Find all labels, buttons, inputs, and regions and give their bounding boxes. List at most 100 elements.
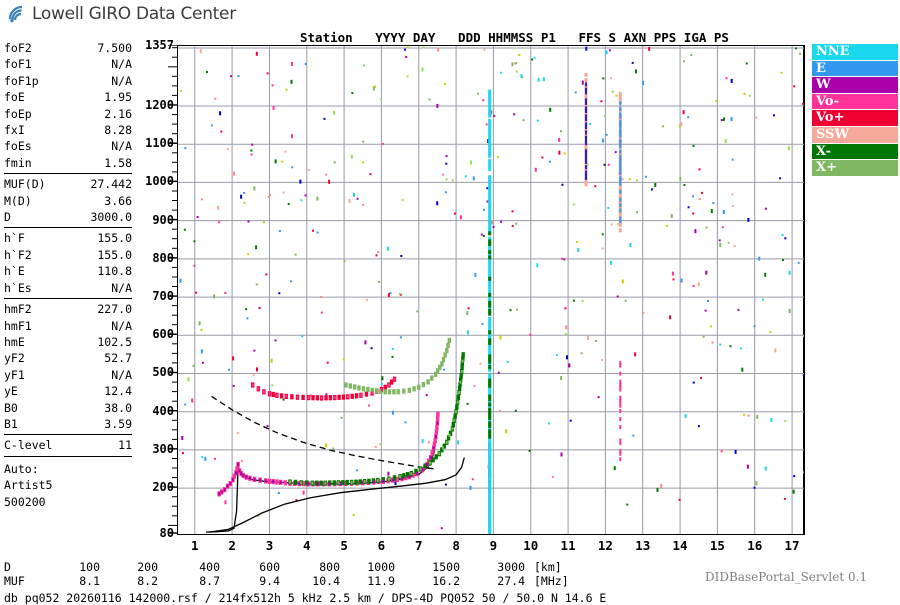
y-axis-ticks — [168, 44, 177, 536]
y-axis-tick-label: 1100 — [145, 136, 174, 151]
param-key: fmin — [4, 155, 32, 170]
param-key: h`F — [4, 231, 25, 246]
footer-scale-value: 27.4 — [497, 574, 525, 588]
y-axis-tick-label: 500 — [152, 365, 174, 380]
y-axis-labels: 1357 1200 1100 1000 900 800 700 600 500 400 300 200… — [130, 38, 174, 540]
legend-item-x[interactable]: X- — [812, 143, 898, 161]
param-row: h`E 110.8 — [4, 263, 132, 279]
param-row: fmin 1.58 — [4, 155, 132, 171]
x-axis-tick-label: 2 — [228, 538, 236, 553]
autoscaler-label: Auto: — [4, 461, 39, 476]
legend-item-x[interactable]: X+ — [812, 160, 898, 177]
footer-scale-value: 11.9 — [367, 574, 395, 588]
param-row: hmF2 227.0 — [4, 301, 132, 317]
x-axis-tick-label: 11 — [560, 538, 576, 553]
param-value: 8.28 — [104, 123, 132, 138]
x-axis-tick-label: 7 — [415, 538, 423, 553]
y-axis-tick-label: 1200 — [145, 97, 174, 112]
param-key: yF2 — [4, 351, 25, 366]
param-value: 2.16 — [104, 106, 132, 121]
legend-item-w[interactable]: W — [812, 77, 898, 94]
param-key: yF1 — [4, 367, 25, 382]
param-value: N/A — [111, 139, 132, 154]
station-header-columns: Station YYYY DAY DDD HHMMSS P1 FFS S AXN… — [300, 30, 729, 45]
param-key: h`Es — [4, 280, 32, 295]
legend-item-label: W — [816, 77, 831, 93]
param-row: foE 1.95 — [4, 89, 132, 105]
footer-scale-unit: [MHz] — [534, 574, 569, 588]
param-row: D 3000.0 — [4, 209, 132, 225]
footer-scale-row: D 100 200 400 600 800 1000 1500 3000 [km] — [4, 560, 606, 574]
param-row: B1 3.59 — [4, 416, 132, 432]
x-axis-tick-label: 6 — [377, 538, 386, 553]
param-value: 155.0 — [97, 247, 132, 262]
legend-item-vo[interactable]: Vo- — [812, 93, 898, 111]
x-axis-tick-label: 9 — [489, 538, 498, 553]
param-value: 1.58 — [104, 155, 132, 170]
param-key: D — [4, 210, 11, 225]
footer-scale-value: 16.2 — [432, 574, 460, 588]
legend-item-label: NNE — [816, 44, 850, 59]
param-key: foE — [4, 90, 25, 105]
x-axis-tick-label: 15 — [709, 538, 725, 553]
legend-item-label: E — [816, 60, 826, 76]
legend-item-label: X- — [816, 143, 832, 159]
footer-scale-label: D — [4, 560, 11, 574]
param-row: h`F 155.0 — [4, 230, 132, 246]
y-axis-tick-label: 400 — [152, 403, 174, 418]
param-row: C-level 11 — [4, 437, 132, 453]
footer-scale-value: 3000 — [497, 560, 525, 574]
param-value: 3.66 — [104, 193, 132, 208]
footer-scale-value: 8.7 — [199, 574, 220, 588]
footer-scale-value: 800 — [319, 560, 340, 574]
param-divider — [4, 227, 132, 229]
x-axis-tick-label: 14 — [672, 538, 688, 553]
legend-item-e[interactable]: E — [812, 60, 898, 78]
param-value: 52.7 — [104, 351, 132, 366]
y-axis-tick-label: 800 — [152, 250, 174, 265]
param-value: 27.442 — [90, 177, 132, 192]
ionogram-canvas — [178, 46, 804, 534]
param-row: foF1 N/A — [4, 56, 132, 72]
param-row: h`F2 155.0 — [4, 247, 132, 263]
param-divider — [4, 434, 132, 436]
footer-scale-value: 10.4 — [312, 574, 340, 588]
param-key: yE — [4, 384, 18, 399]
y-axis-tick-label: 600 — [152, 327, 174, 342]
footer-scale-value: 9.4 — [259, 574, 280, 588]
legend-item-vo[interactable]: Vo+ — [812, 110, 898, 127]
ionogram-plot[interactable] — [177, 45, 805, 535]
param-row: fxI 8.28 — [4, 122, 132, 138]
legend-item-label: X+ — [816, 160, 837, 176]
param-row: h`Es N/A — [4, 280, 132, 296]
param-value: N/A — [111, 57, 132, 72]
param-key: h`F2 — [4, 247, 32, 262]
footer-scales: D 100 200 400 600 800 1000 1500 3000 [km] MUF 8.1 8.… — [4, 560, 606, 605]
footer-scale-label: MUF — [4, 574, 25, 588]
x-axis-tick-label: 17 — [784, 538, 800, 553]
autoscaler-name: Artist5 — [4, 478, 53, 493]
param-value: 38.0 — [104, 400, 132, 415]
giro-logo: Lowell GIRO Data Center — [8, 4, 236, 24]
param-row: foEs N/A — [4, 138, 132, 154]
param-value: 3000.0 — [90, 210, 132, 225]
legend-item-label: Vo+ — [816, 110, 845, 126]
param-value: 11 — [118, 438, 132, 453]
param-key: foF1p — [4, 73, 39, 88]
x-axis-tick-label: 16 — [747, 538, 763, 553]
legend-item-ssw[interactable]: SSW — [812, 126, 898, 144]
ionogram-parameters-panel: foF2 7.500 foF1 N/A foF1p N/A foE 1.95 foEp 2.16 f… — [4, 40, 132, 510]
param-value: 155.0 — [97, 231, 132, 246]
param-key: foEp — [4, 106, 32, 121]
param-divider — [4, 455, 132, 457]
legend-item-nne[interactable]: NNE — [812, 44, 898, 61]
param-value: N/A — [111, 280, 132, 295]
param-row: MUF(D) 27.442 — [4, 176, 132, 192]
param-value: N/A — [111, 73, 132, 88]
file-info-line: db pq052 20260116 142000.rsf / 214fx512h… — [4, 591, 607, 605]
footer-scale-value: 1000 — [367, 560, 395, 574]
footer-scale-value: 8.2 — [137, 574, 158, 588]
y-axis-tick-label: 1357 — [145, 38, 174, 52]
param-key: M(D) — [4, 193, 32, 208]
y-axis-tick-label: 900 — [152, 212, 174, 227]
